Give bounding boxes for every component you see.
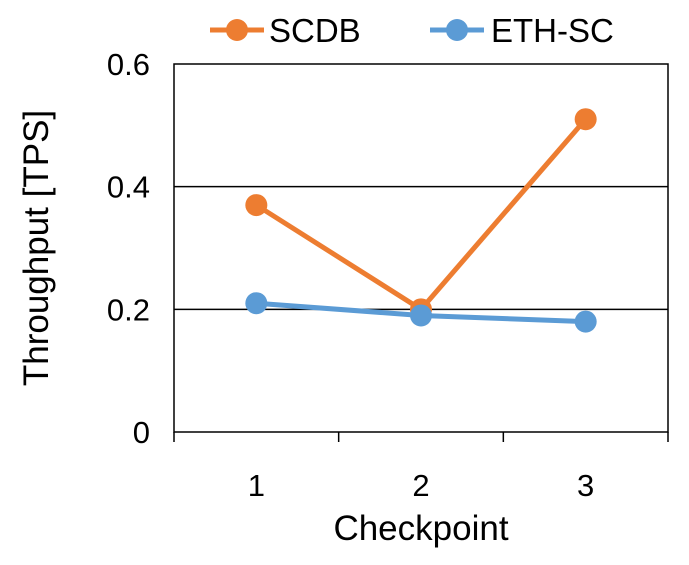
data-point-eth-sc [574, 310, 597, 333]
y-tick-label: 0.2 [107, 292, 150, 327]
data-point-scdb [245, 194, 268, 217]
plot-area-frame [173, 63, 669, 433]
legend-label: ETH-SC [491, 12, 614, 49]
legend-marker-swatch [226, 19, 248, 41]
legend-item-scdb: SCDB [210, 12, 361, 49]
data-point-eth-sc [410, 304, 432, 327]
series-line-scdb [253, 116, 589, 312]
axis-layer: 0 0.2 0.4 0.6 1 2 3 [107, 47, 669, 503]
series-layer [245, 108, 597, 333]
y-axis-title: Throughput [TPS] [17, 110, 56, 386]
legend: SCDB ETH-SC [210, 12, 614, 49]
x-tick-label: 2 [412, 468, 429, 503]
x-tick-label: 3 [577, 468, 594, 503]
x-axis-title: Checkpoint [333, 509, 508, 548]
x-tick-label: 1 [248, 468, 265, 503]
y-tick-label: 0.6 [107, 47, 150, 82]
y-tick-label: 0 [133, 415, 150, 450]
legend-label: SCDB [269, 12, 361, 49]
data-point-scdb [574, 108, 597, 131]
y-tick-label: 0.4 [107, 170, 150, 205]
legend-marker-swatch [446, 19, 468, 41]
legend-item-eth-sc: ETH-SC [430, 12, 614, 49]
data-point-eth-sc [245, 292, 268, 315]
